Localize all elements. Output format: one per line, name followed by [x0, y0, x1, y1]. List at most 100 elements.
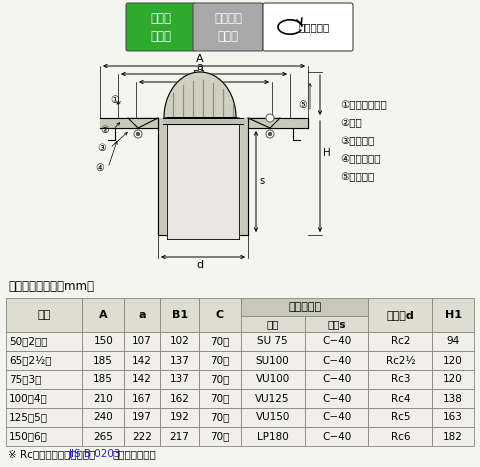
Bar [160, 389, 199, 408]
Bar [305, 389, 369, 408]
Bar [83, 332, 124, 351]
FancyBboxPatch shape [193, 3, 263, 51]
Bar [240, 427, 305, 446]
Bar [305, 370, 369, 389]
Text: 規格: 規格 [266, 319, 279, 329]
Text: ねじ込み式: ねじ込み式 [299, 22, 330, 32]
Bar [6, 427, 83, 446]
Bar [6, 298, 83, 332]
Bar [240, 316, 305, 332]
Text: 途　膜: 途 膜 [151, 12, 171, 25]
Bar [432, 351, 474, 370]
Text: ④: ④ [96, 163, 104, 173]
Text: 150（6）: 150（6） [9, 432, 48, 441]
Bar [369, 408, 432, 427]
Text: H1: H1 [444, 310, 462, 320]
Polygon shape [100, 118, 158, 128]
Bar [240, 408, 305, 427]
Text: C−40: C−40 [322, 337, 351, 347]
Text: VU100: VU100 [255, 375, 290, 384]
Bar [6, 389, 83, 408]
Text: ）を表します。: ）を表します。 [112, 449, 156, 459]
Polygon shape [158, 118, 248, 235]
Text: 75（3）: 75（3） [9, 375, 41, 384]
Text: ④スペーサー: ④スペーサー [340, 154, 381, 164]
Bar [6, 351, 83, 370]
Bar [83, 370, 124, 389]
Text: 138: 138 [443, 394, 463, 403]
Bar [83, 298, 124, 332]
Text: 163: 163 [443, 412, 463, 423]
FancyBboxPatch shape [126, 3, 196, 51]
Text: 寸法表　＜単位：mm＞: 寸法表 ＜単位：mm＞ [8, 280, 94, 292]
Circle shape [266, 114, 274, 122]
Text: Rc2: Rc2 [391, 337, 410, 347]
Bar [124, 408, 160, 427]
Circle shape [266, 130, 274, 138]
Bar [240, 389, 305, 408]
Bar [6, 370, 83, 389]
Text: 185: 185 [93, 375, 113, 384]
Bar [305, 351, 369, 370]
Text: ①: ① [110, 95, 120, 105]
Bar [432, 298, 474, 332]
Bar [160, 298, 199, 332]
Text: ※ Rcは管用テーパめねじ（: ※ Rcは管用テーパめねじ（ [8, 449, 96, 459]
Circle shape [134, 130, 142, 138]
Bar [369, 351, 432, 370]
Text: s: s [259, 177, 264, 186]
Text: 防水用: 防水用 [151, 30, 171, 43]
Text: SU100: SU100 [256, 355, 289, 366]
Text: SU 75: SU 75 [257, 337, 288, 347]
Text: 217: 217 [169, 432, 190, 441]
Text: 70～: 70～ [210, 412, 229, 423]
Bar [199, 370, 240, 389]
Text: 70～: 70～ [210, 355, 229, 366]
Bar [305, 316, 369, 332]
Bar [369, 298, 432, 332]
Bar [305, 332, 369, 351]
Bar [240, 370, 305, 389]
Bar [369, 389, 432, 408]
Polygon shape [163, 118, 243, 124]
Text: A: A [196, 54, 204, 64]
Text: ⑤丸小ネジ: ⑤丸小ネジ [340, 172, 374, 182]
Text: 137: 137 [169, 375, 190, 384]
Bar [432, 389, 474, 408]
Text: Rc3: Rc3 [391, 375, 410, 384]
Bar [305, 427, 369, 446]
Polygon shape [128, 118, 158, 128]
Text: 222: 222 [132, 432, 152, 441]
Text: C−40: C−40 [322, 412, 351, 423]
Bar [369, 332, 432, 351]
Text: Rc5: Rc5 [391, 412, 410, 423]
Text: Rc6: Rc6 [391, 432, 410, 441]
Text: VU150: VU150 [255, 412, 290, 423]
Text: 197: 197 [132, 412, 152, 423]
Bar [199, 351, 240, 370]
Text: 150: 150 [93, 337, 113, 347]
Text: C−40: C−40 [322, 432, 351, 441]
Text: 167: 167 [132, 394, 152, 403]
Text: 120: 120 [444, 375, 463, 384]
Text: C: C [216, 310, 224, 320]
Text: 182: 182 [443, 432, 463, 441]
Bar [199, 427, 240, 446]
Bar [432, 427, 474, 446]
Bar [199, 332, 240, 351]
Circle shape [136, 133, 140, 135]
Bar [160, 408, 199, 427]
Circle shape [268, 133, 272, 135]
Bar [83, 427, 124, 446]
Text: 125（5）: 125（5） [9, 412, 48, 423]
Text: 185: 185 [93, 355, 113, 366]
Polygon shape [164, 72, 239, 118]
Bar [124, 370, 160, 389]
Text: a: a [138, 310, 146, 320]
Text: 70～: 70～ [210, 375, 229, 384]
Text: 50（2呆）: 50（2呆） [9, 337, 48, 347]
Bar [199, 298, 240, 332]
Text: 長さs: 長さs [327, 319, 346, 329]
Bar [124, 332, 160, 351]
Text: 192: 192 [169, 412, 190, 423]
